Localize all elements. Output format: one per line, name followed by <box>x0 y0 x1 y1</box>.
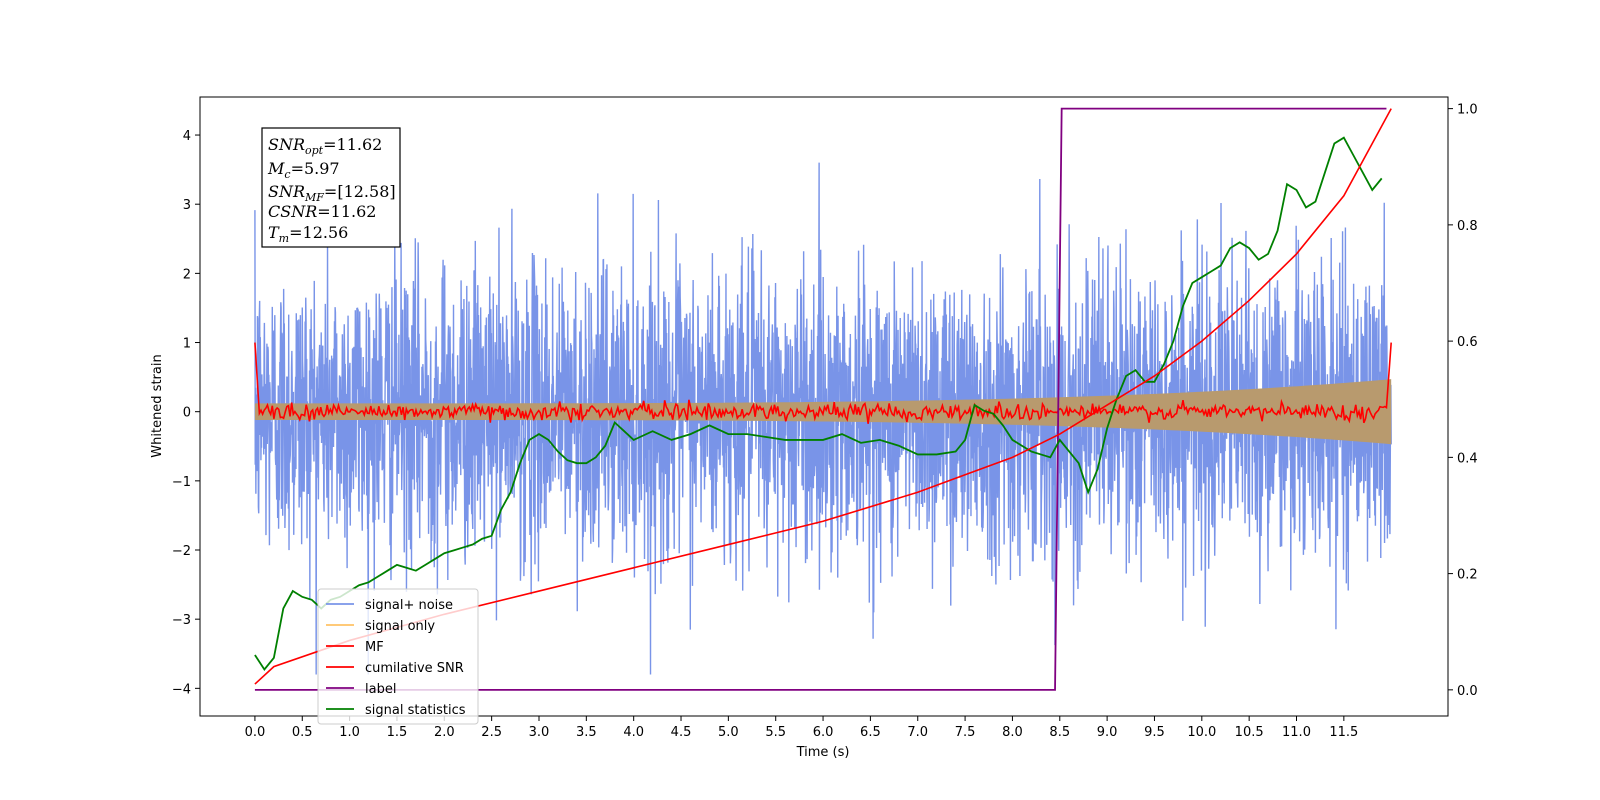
series-signal-statistics <box>254 136 1383 672</box>
x-tick-label: 5.5 <box>765 725 786 740</box>
annotation-snr-mf: SNRMF=[12.58] <box>268 182 396 204</box>
x-tick-label: 8.0 <box>1002 725 1023 740</box>
y-tick-label: 2 <box>183 267 191 282</box>
y-tick-label: −2 <box>172 544 191 559</box>
x-tick-label: 11.0 <box>1282 725 1311 740</box>
legend-label: label <box>365 682 396 697</box>
x-tick-label: 4.0 <box>623 725 644 740</box>
legend-label: signal statistics <box>365 703 466 718</box>
y2-tick-label: 0.4 <box>1457 451 1478 466</box>
y-tick-label: −1 <box>172 475 191 490</box>
x-axis-label: Time (s) <box>796 745 850 760</box>
series-mf <box>254 342 1392 424</box>
x-tick-label: 7.5 <box>955 725 976 740</box>
series-layer <box>254 107 1392 691</box>
annotation-csnr: CSNR=11.62 <box>268 202 376 221</box>
y-tick-label: 4 <box>183 129 191 144</box>
y2-tick-label: 0.0 <box>1457 684 1478 699</box>
annotation-mc: Mc=5.97 <box>267 159 340 181</box>
y-tick-label: 3 <box>183 198 191 213</box>
x-tick-label: 0.5 <box>292 725 313 740</box>
x-tick-label: 10.5 <box>1235 725 1264 740</box>
x-tick-label: 7.0 <box>907 725 928 740</box>
annotation-tm: Tm=12.56 <box>268 223 348 245</box>
legend: signal+ noise signal only MF cumilative SNR… <box>317 588 479 725</box>
series-signal-noise <box>254 162 1392 675</box>
x-tick-label: 6.0 <box>813 725 834 740</box>
x-tick-label: 11.5 <box>1329 725 1358 740</box>
x-tick-label: 2.0 <box>434 725 455 740</box>
x-tick-label: 2.5 <box>481 725 502 740</box>
x-tick-label: 0.0 <box>245 725 266 740</box>
y2-tick-label: 1.0 <box>1457 103 1478 118</box>
x-tick-label: 9.5 <box>1144 725 1165 740</box>
y2-tick-label: 0.2 <box>1457 568 1478 583</box>
legend-label: signal only <box>365 619 435 634</box>
y-axis-label: Whitened strain <box>150 354 165 457</box>
x-tick-label: 4.5 <box>671 725 692 740</box>
y-tick-label: −4 <box>172 682 191 697</box>
plot-frame <box>199 96 1449 717</box>
y-axis-right: 1.0 0.8 0.6 0.4 0.2 0.0 <box>1448 103 1478 699</box>
y2-tick-label: 0.6 <box>1457 335 1478 350</box>
legend-label: cumilative SNR <box>365 661 464 676</box>
y2-tick-label: 0.8 <box>1457 219 1478 234</box>
x-tick-label: 1.0 <box>339 725 360 740</box>
y-tick-label: 0 <box>183 406 191 421</box>
legend-label: signal+ noise <box>365 598 453 613</box>
x-tick-label: 10.0 <box>1187 725 1216 740</box>
y-tick-label: 1 <box>183 337 191 352</box>
x-tick-label: 9.0 <box>1097 725 1118 740</box>
x-axis: 0.0 0.5 1.0 1.5 2.0 2.5 3.0 3.5 4.0 4.5 5.0 5.5 6.0 6… <box>245 716 1358 740</box>
annotation-snr-opt: SNRopt=11.62 <box>268 135 382 157</box>
x-tick-label: 5.0 <box>718 725 739 740</box>
y-axis-left: 4 3 2 1 0 −1 −2 −3 −4 <box>172 129 200 697</box>
x-tick-label: 3.0 <box>529 725 550 740</box>
x-tick-label: 8.5 <box>1049 725 1070 740</box>
x-tick-label: 3.5 <box>576 725 597 740</box>
x-tick-label: 1.5 <box>387 725 408 740</box>
annotation-box: SNRopt=11.62 Mc=5.97 SNRMF=[12.58] CSNR=… <box>261 127 401 248</box>
x-tick-label: 6.5 <box>860 725 881 740</box>
legend-label: MF <box>365 640 384 655</box>
y-tick-label: −3 <box>172 613 191 628</box>
legend-frame <box>317 588 479 725</box>
series-label <box>254 107 1387 691</box>
